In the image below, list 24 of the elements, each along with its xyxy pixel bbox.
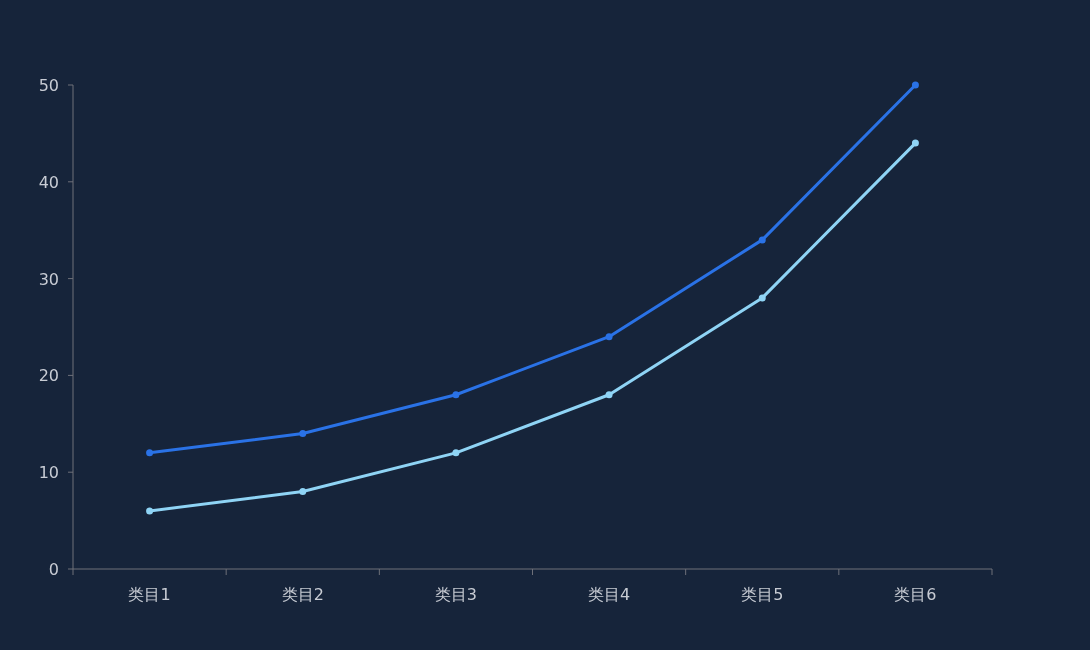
y-tick-label: 0 [48,560,59,579]
x-tick-label: 类目5 [741,585,784,604]
y-tick-label: 20 [38,366,59,386]
x-tick-label: 类目1 [128,585,171,604]
x-tick-label: 类目6 [894,585,937,604]
point [605,333,613,341]
x-tick-label: 类目3 [434,585,478,604]
point [299,488,307,496]
x-tick-label: 类目2 [281,585,324,604]
point [758,236,766,244]
point [758,294,766,302]
y-tick-label: 40 [38,172,59,192]
y-tick-label: 10 [38,463,59,483]
point [911,81,919,89]
point [146,449,154,457]
point [299,429,307,437]
point [452,449,460,457]
x-tick-label: 类目4 [587,585,631,604]
y-tick-label: 50 [38,76,59,95]
point [452,391,460,399]
y-tick-label: 30 [38,269,59,289]
point [146,507,154,515]
point [605,391,613,399]
point [911,139,919,147]
